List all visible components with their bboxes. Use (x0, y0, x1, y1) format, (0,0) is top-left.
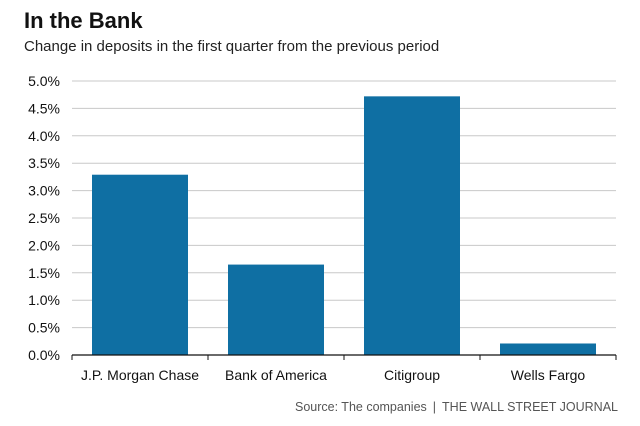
x-tick-label: J.P. Morgan Chase (81, 367, 199, 383)
bar (364, 96, 460, 356)
y-tick-label: 5.0% (28, 73, 60, 89)
y-tick-label: 1.5% (28, 265, 60, 281)
x-tick-label: Wells Fargo (511, 367, 586, 383)
bars (92, 96, 596, 356)
bar (228, 264, 324, 355)
y-tick-label: 3.5% (28, 155, 60, 171)
footer-separator: | (432, 400, 437, 414)
y-tick-label: 4.0% (28, 128, 60, 144)
y-tick-label: 0.0% (28, 347, 60, 363)
y-tick-label: 3.0% (28, 183, 60, 199)
x-axis (71, 354, 617, 360)
y-tick-label: 4.5% (28, 100, 60, 116)
bar (500, 343, 596, 355)
chart-title: In the Bank (24, 8, 143, 33)
chart-subtitle: Change in deposits in the first quarter … (24, 38, 440, 55)
y-tick-label: 1.0% (28, 292, 60, 308)
y-tick-label: 2.5% (28, 210, 60, 226)
x-tick-label: Bank of America (225, 367, 327, 383)
source-note: Source: The companies (294, 400, 427, 414)
x-axis-tick-labels: J.P. Morgan Chase Bank of America Citigrou… (81, 367, 585, 383)
publisher-credit: THE WALL STREET JOURNAL (442, 400, 618, 414)
y-tick-label: 0.5% (28, 320, 60, 336)
chart-footer: Source: The companies | THE WALL STREET JO… (295, 400, 618, 414)
bar (92, 174, 188, 355)
y-axis-tick-labels: 0.0% 0.5% 1.0% 1.5% 2.0% 2.5% 3.0% 3.5% 4.0% 4.5%… (28, 73, 60, 363)
x-tick-label: Citigroup (384, 367, 440, 383)
y-tick-label: 2.0% (28, 237, 60, 253)
